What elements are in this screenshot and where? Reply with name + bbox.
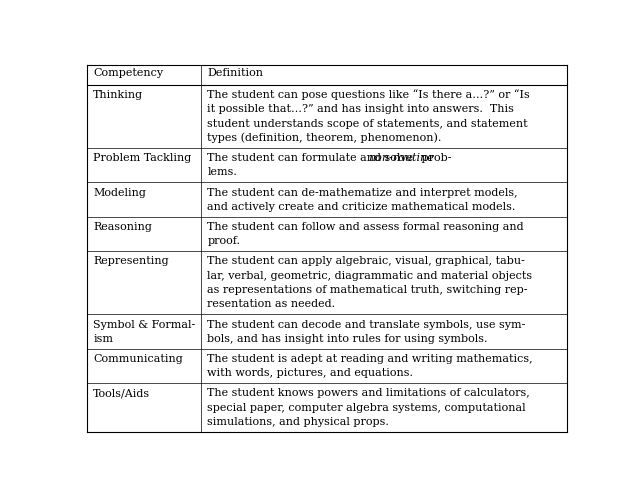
Text: Tools/Aids: Tools/Aids <box>93 389 150 399</box>
Text: non-routine: non-routine <box>369 153 434 163</box>
Text: Thinking: Thinking <box>93 90 143 100</box>
Text: proof.: proof. <box>207 236 241 246</box>
Text: The student is adept at reading and writing mathematics,: The student is adept at reading and writ… <box>207 354 533 364</box>
Text: lems.: lems. <box>207 167 237 177</box>
Text: it possible that…?” and has insight into answers.  This: it possible that…?” and has insight into… <box>207 104 514 114</box>
Text: with words, pictures, and equations.: with words, pictures, and equations. <box>207 369 413 378</box>
Text: special paper, computer algebra systems, computational: special paper, computer algebra systems,… <box>207 403 526 413</box>
Text: student understands scope of statements, and statement: student understands scope of statements,… <box>207 119 528 128</box>
Text: The student can formulate and solve: The student can formulate and solve <box>207 153 417 163</box>
Text: Competency: Competency <box>93 67 163 78</box>
Text: The student knows powers and limitations of calculators,: The student knows powers and limitations… <box>207 389 530 399</box>
Text: Definition: Definition <box>207 67 263 78</box>
Text: The student can apply algebraic, visual, graphical, tabu-: The student can apply algebraic, visual,… <box>207 256 525 267</box>
Text: The student can follow and assess formal reasoning and: The student can follow and assess formal… <box>207 222 524 232</box>
Text: types (definition, theorem, phenomenon).: types (definition, theorem, phenomenon). <box>207 133 441 143</box>
Text: lar, verbal, geometric, diagrammatic and material objects: lar, verbal, geometric, diagrammatic and… <box>207 271 532 281</box>
Text: The student can decode and translate symbols, use sym-: The student can decode and translate sym… <box>207 320 526 330</box>
Text: Communicating: Communicating <box>93 354 183 364</box>
Text: and actively create and criticize mathematical models.: and actively create and criticize mathem… <box>207 202 516 212</box>
Text: resentation as needed.: resentation as needed. <box>207 300 336 309</box>
Text: Problem Tackling: Problem Tackling <box>93 153 191 163</box>
Text: Modeling: Modeling <box>93 187 146 197</box>
Text: prob-: prob- <box>418 153 451 163</box>
Text: The student can pose questions like “Is there a…?” or “Is: The student can pose questions like “Is … <box>207 90 530 100</box>
Text: simulations, and physical props.: simulations, and physical props. <box>207 417 389 427</box>
Text: The student can de-mathematize and interpret models,: The student can de-mathematize and inter… <box>207 187 518 197</box>
Text: bols, and has insight into rules for using symbols.: bols, and has insight into rules for usi… <box>207 334 487 344</box>
Text: Symbol & Formal-: Symbol & Formal- <box>93 320 195 330</box>
Text: ism: ism <box>93 334 113 344</box>
Text: Reasoning: Reasoning <box>93 222 152 232</box>
Text: as representations of mathematical truth, switching rep-: as representations of mathematical truth… <box>207 285 528 295</box>
Text: Representing: Representing <box>93 256 168 267</box>
